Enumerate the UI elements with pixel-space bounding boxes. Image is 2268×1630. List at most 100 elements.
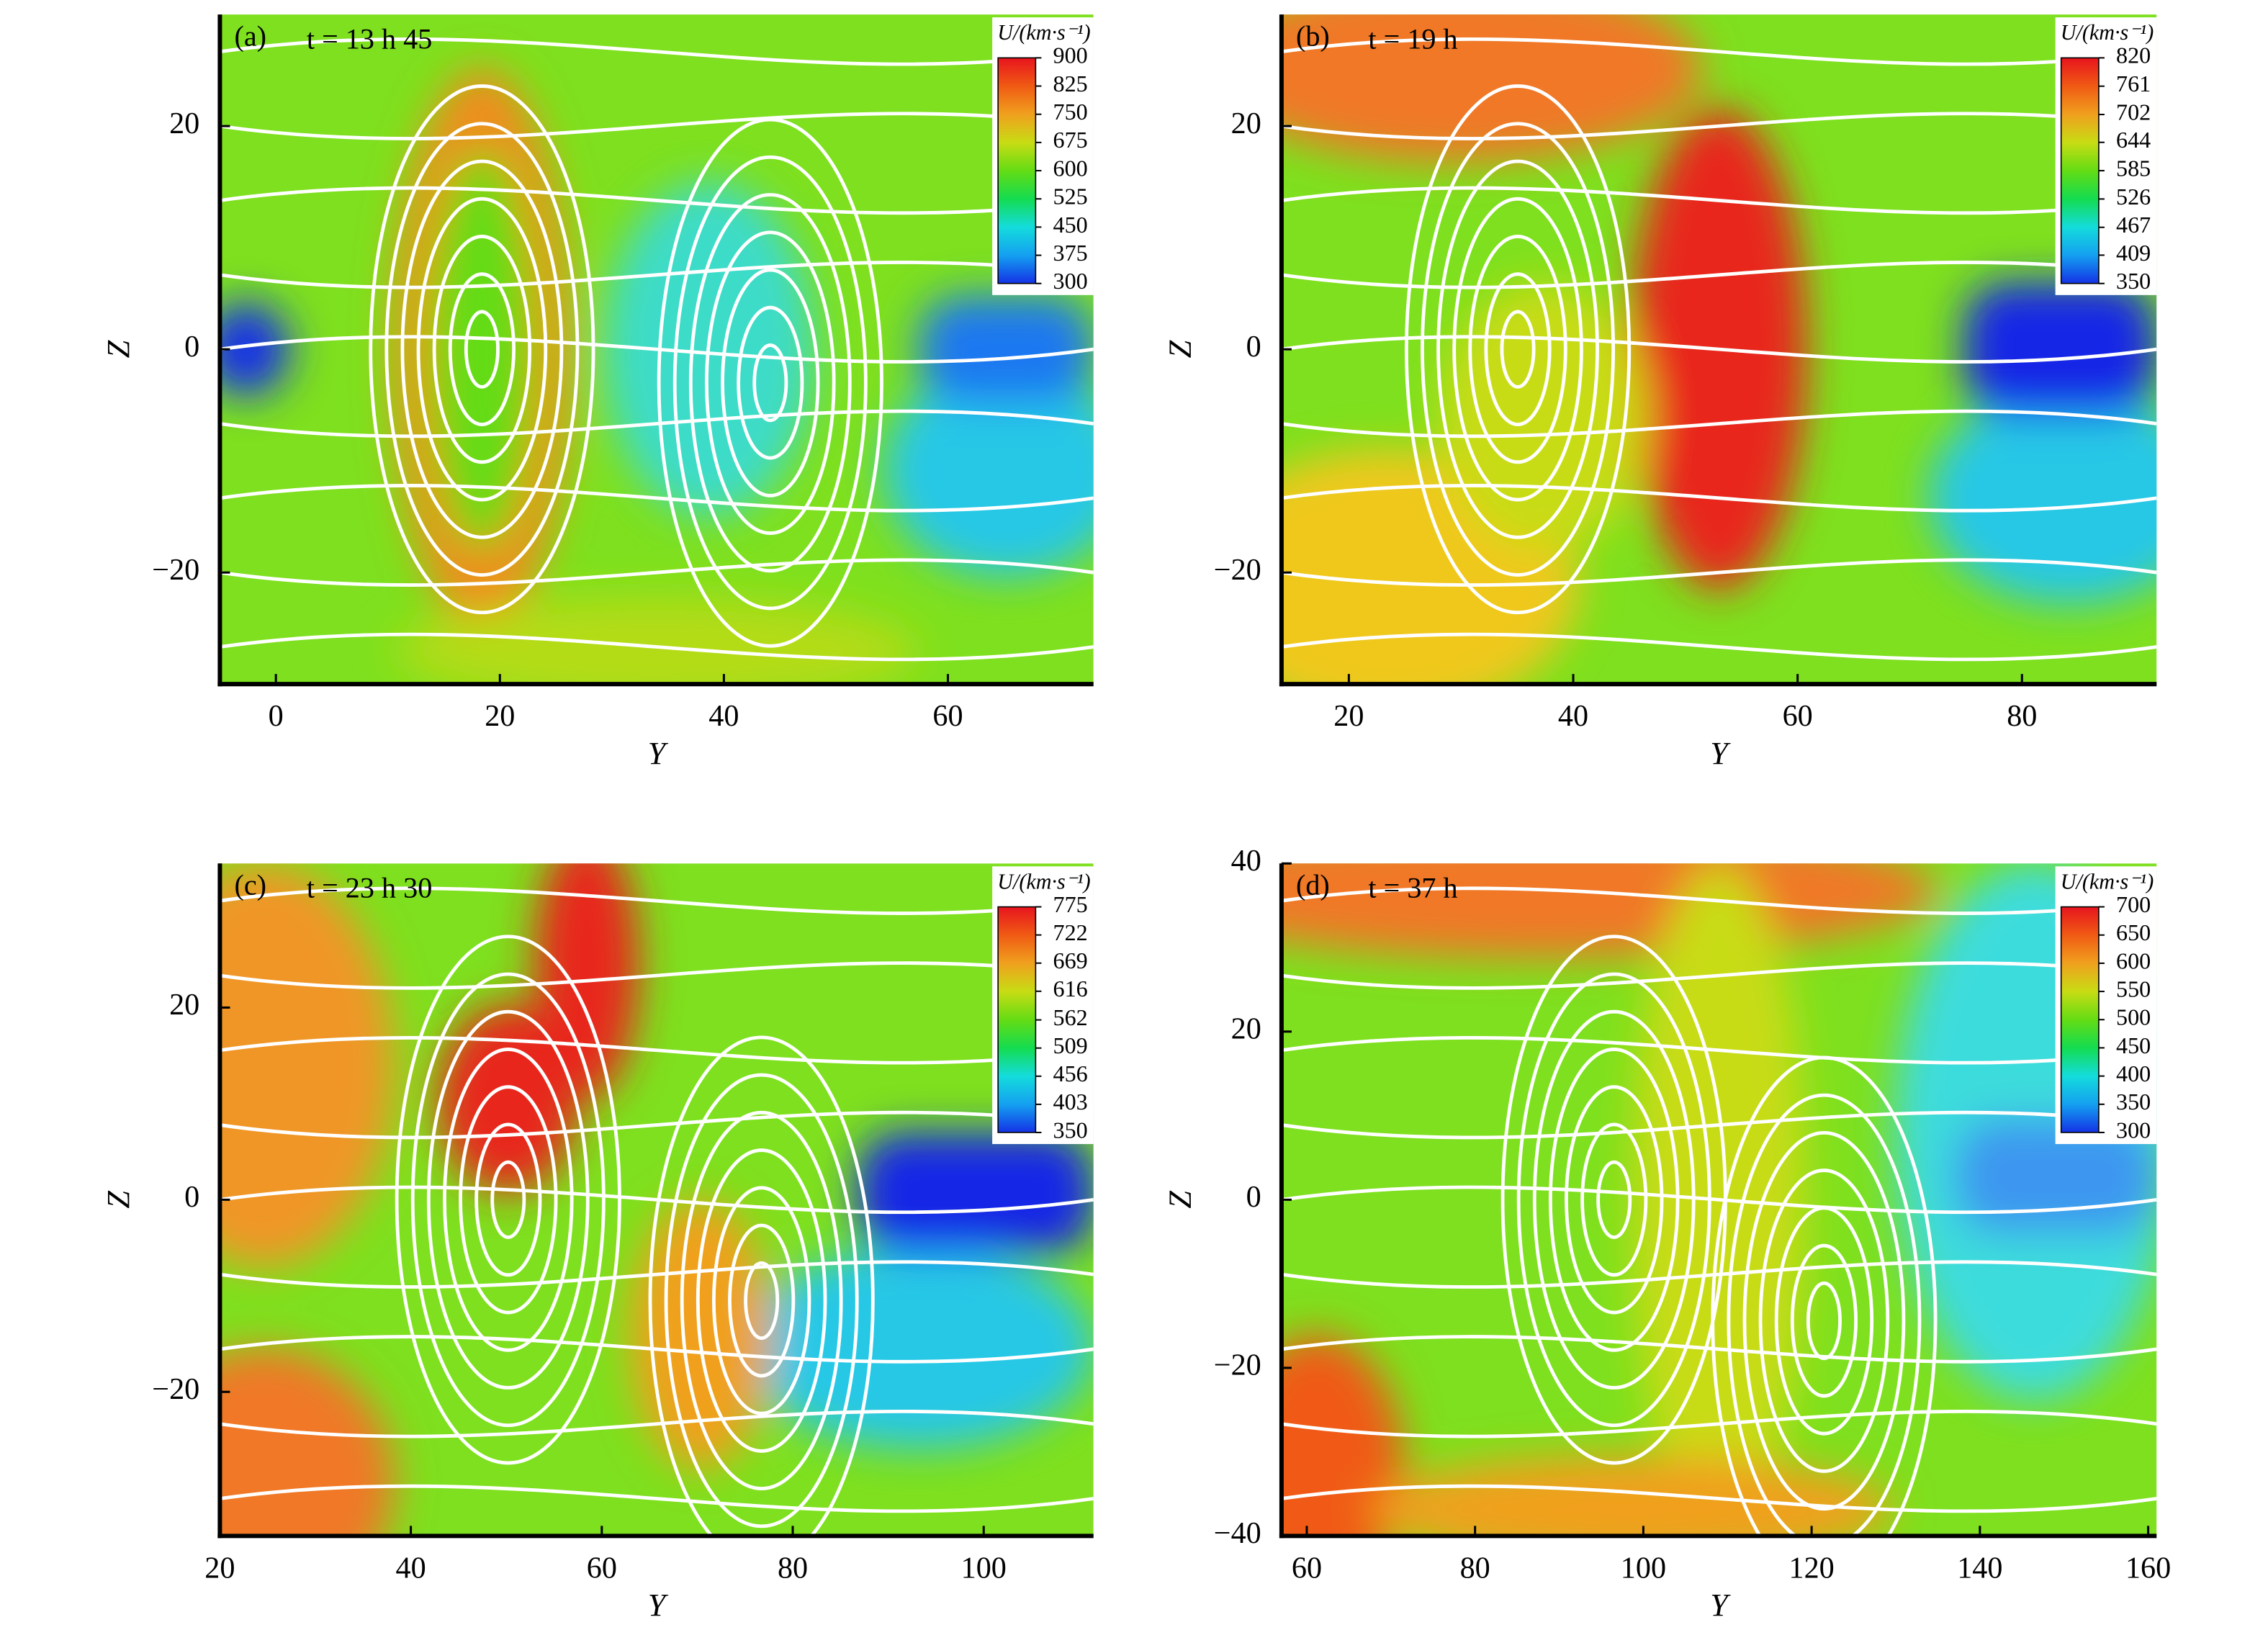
streamline bbox=[705, 230, 836, 535]
y-tick-label: 20 bbox=[1231, 107, 1261, 140]
field-blob bbox=[220, 302, 290, 397]
streamline bbox=[220, 37, 1094, 66]
colorbar-tick-label: 775 bbox=[1053, 891, 1088, 917]
x-tick-label: 40 bbox=[396, 1551, 426, 1585]
streamline bbox=[220, 186, 1094, 215]
colorbar-tick-label: 750 bbox=[1053, 99, 1088, 125]
field-blob bbox=[438, 1004, 578, 1194]
field bbox=[1281, 863, 2157, 1536]
x-tick-label: 20 bbox=[204, 1551, 235, 1585]
streamline bbox=[490, 1160, 526, 1240]
streamline bbox=[648, 1035, 875, 1536]
streamline bbox=[369, 84, 595, 615]
colorbar-tick-label: 509 bbox=[1053, 1032, 1088, 1058]
panel-label: (d) bbox=[1296, 869, 1330, 901]
streamline bbox=[1500, 310, 1536, 389]
streamline bbox=[1436, 159, 1599, 539]
streamline bbox=[752, 343, 788, 423]
streamline bbox=[400, 159, 564, 539]
streamlines bbox=[1281, 37, 2157, 662]
streamline bbox=[1281, 1036, 2157, 1065]
streamline bbox=[220, 112, 1094, 140]
x-tick-label: 40 bbox=[708, 699, 739, 733]
x-tick-label: 60 bbox=[1292, 1551, 1322, 1585]
streamline bbox=[220, 632, 1094, 662]
y-axis-label: Z bbox=[101, 340, 136, 358]
colorbar-tick-label: 600 bbox=[2116, 947, 2151, 973]
field-blob bbox=[220, 863, 395, 1267]
streamline bbox=[1742, 1130, 1906, 1511]
y-tick-label: 0 bbox=[184, 330, 199, 364]
streamline bbox=[1281, 961, 2157, 990]
colorbar-tick-label: 400 bbox=[2116, 1061, 2151, 1086]
streamline bbox=[220, 335, 1094, 364]
streamline bbox=[1281, 37, 2157, 66]
colorbar-tick-label: 375 bbox=[1053, 240, 1088, 266]
streamline bbox=[426, 1009, 590, 1390]
colorbar-tick-label: 300 bbox=[1053, 268, 1088, 294]
field bbox=[220, 863, 1094, 1536]
field-blob bbox=[1369, 1455, 1894, 1536]
field bbox=[220, 14, 1094, 685]
x-tick-label: 80 bbox=[1460, 1551, 1490, 1585]
streamline bbox=[1281, 261, 2157, 289]
streamline bbox=[384, 122, 580, 577]
field-blob bbox=[1281, 1334, 1405, 1536]
streamline bbox=[464, 310, 500, 389]
streamline bbox=[416, 197, 548, 502]
field-blob bbox=[395, 597, 919, 685]
streamline bbox=[1281, 409, 2157, 438]
streamline bbox=[664, 1073, 859, 1528]
x-axis-label: Y bbox=[1710, 1588, 1731, 1623]
y-tick-label: −20 bbox=[152, 553, 199, 587]
colorbar-tick-label: 526 bbox=[2116, 184, 2151, 210]
colorbar-tick-label: 456 bbox=[1053, 1061, 1088, 1086]
streamline bbox=[220, 409, 1094, 438]
panel-title: t = 19 h bbox=[1368, 22, 1457, 55]
x-axis-label: Y bbox=[648, 736, 669, 771]
streamline bbox=[1281, 1409, 2157, 1438]
colorbar-tick-label: 562 bbox=[1053, 1004, 1088, 1030]
colorbar-tick-label: 761 bbox=[2116, 71, 2151, 96]
streamline bbox=[1596, 1160, 1632, 1240]
colorbar-tick-label: 700 bbox=[2116, 891, 2151, 917]
colorbar-tick-label: 900 bbox=[1053, 42, 1088, 68]
y-tick-label: −20 bbox=[1214, 1348, 1261, 1382]
y-tick-label: −20 bbox=[152, 1372, 199, 1406]
streamline bbox=[1281, 1335, 2157, 1364]
streamline bbox=[432, 235, 532, 464]
streamline bbox=[680, 1110, 843, 1491]
y-tick-label: 0 bbox=[1246, 1180, 1261, 1214]
x-tick-label: 160 bbox=[2125, 1551, 2171, 1585]
colorbar-tick-label: 702 bbox=[2116, 99, 2151, 125]
y-tick-label: −40 bbox=[1214, 1516, 1261, 1550]
field-region bbox=[858, 1132, 1094, 1254]
streamline bbox=[1281, 1185, 2157, 1215]
streamline bbox=[220, 261, 1094, 289]
colorbar-tick-label: 600 bbox=[1053, 155, 1088, 181]
x-tick-label: 20 bbox=[485, 699, 515, 733]
streamline bbox=[696, 1148, 827, 1453]
panel-label: (c) bbox=[234, 869, 266, 901]
streamline bbox=[1281, 632, 2157, 662]
colorbar bbox=[2060, 906, 2100, 1133]
x-axis-label: Y bbox=[648, 1588, 669, 1623]
x-tick-label: 100 bbox=[961, 1551, 1007, 1585]
colorbar-title: U/(km·s⁻¹) bbox=[997, 20, 1091, 45]
y-tick-label: 0 bbox=[184, 1180, 199, 1214]
x-tick-label: 60 bbox=[932, 699, 963, 733]
colorbar-tick-label: 350 bbox=[2116, 268, 2151, 294]
colorbar-tick-label: 650 bbox=[2116, 919, 2151, 945]
colorbar-tick-label: 450 bbox=[1053, 212, 1088, 238]
streamline bbox=[1281, 558, 2157, 587]
x-axis-label: Y bbox=[1710, 736, 1731, 771]
field bbox=[1281, 14, 2157, 685]
colorbar-tick-label: 675 bbox=[1053, 127, 1088, 153]
streamline bbox=[1281, 1110, 2157, 1140]
x-tick-label: 80 bbox=[778, 1551, 808, 1585]
streamline bbox=[721, 268, 820, 497]
colorbar-title: U/(km·s⁻¹) bbox=[2061, 20, 2154, 45]
field-region bbox=[919, 295, 1094, 403]
field-blob bbox=[1281, 14, 1702, 162]
